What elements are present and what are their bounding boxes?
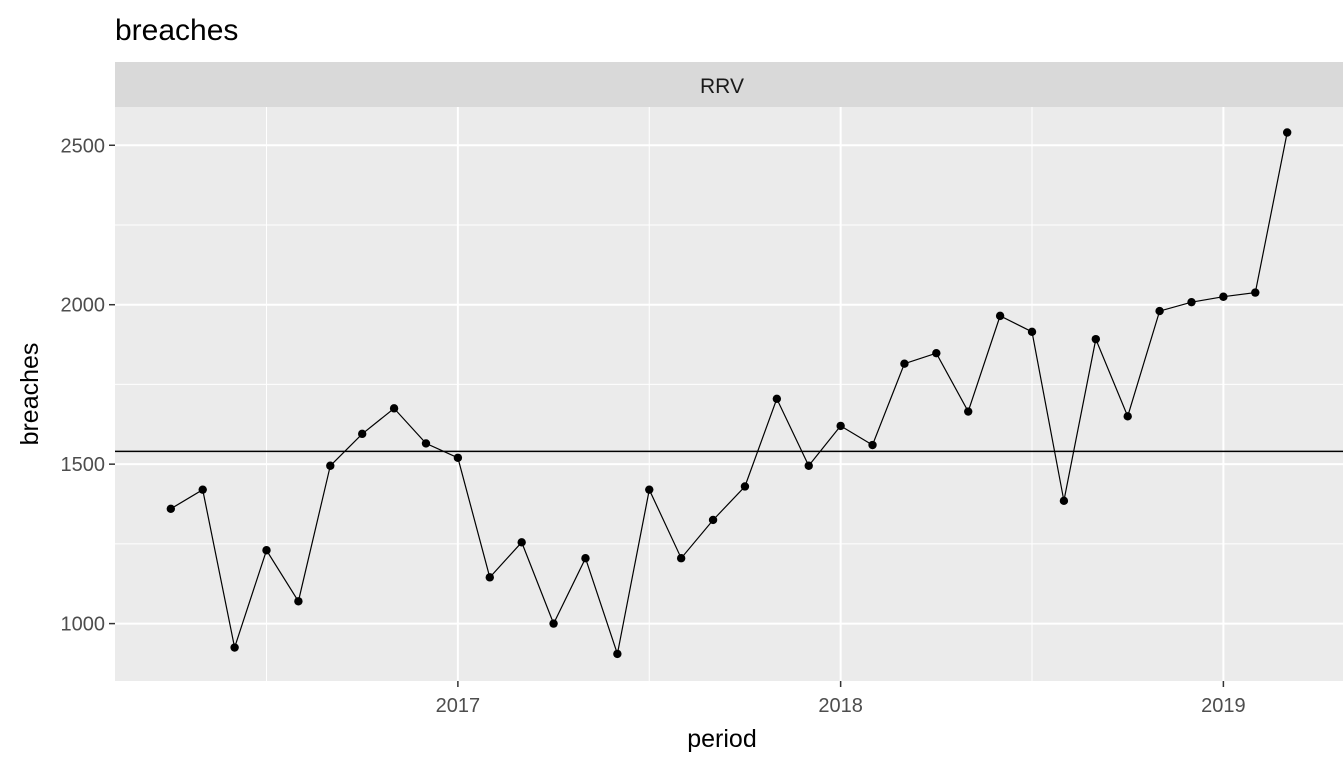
y-tick-label: 1000 [61,614,106,636]
data-point [262,546,271,555]
data-point [389,404,399,413]
x-tick-label: 2018 [818,695,863,717]
data-point [676,554,686,563]
data-point [1027,327,1037,337]
data-point [517,538,526,547]
data-point [326,461,335,470]
major-gridlines [115,107,1343,681]
data-point [1282,128,1292,137]
x-axis: 2017 2018 2019 [436,681,1246,717]
data-point [1123,412,1132,421]
series-layer [170,132,1288,657]
data-point [804,461,813,470]
x-tick-label: 2019 [1201,695,1246,717]
data-point [1155,306,1164,316]
data-point [932,348,941,358]
data-point [740,482,750,491]
data-point [1059,496,1069,506]
data-point [868,440,877,450]
data-point [645,485,654,494]
data-point [1091,334,1101,344]
data-point [900,359,909,368]
y-axis-title: breaches [16,343,44,446]
points-layer [166,128,1292,659]
x-axis-title: period [687,725,757,753]
data-point [453,453,463,462]
x-tick-label: 2017 [436,695,481,717]
data-point [1219,292,1228,301]
data-point [613,649,622,659]
data-point [772,394,782,403]
y-tick-label: 2000 [61,295,106,317]
minor-gridlines [115,107,1343,681]
data-point [964,407,973,416]
y-tick-label: 1500 [61,454,106,476]
data-point [836,421,845,431]
data-point [421,439,431,448]
plot-panel [115,107,1343,681]
series-line [170,132,1288,657]
facet-label: RRV [700,75,744,98]
data-point [357,429,367,439]
data-point [581,554,590,563]
chart-title: breaches [115,14,238,47]
data-point [1187,297,1196,307]
data-point [708,515,718,525]
data-point [1251,288,1260,297]
y-axis: 1000 1500 2000 2500 [61,135,115,636]
data-point [485,573,494,582]
data-point [294,597,303,606]
data-point [995,311,1005,321]
data-point [549,619,558,628]
data-point [166,504,176,513]
facet-strip [115,62,1343,107]
data-point [230,643,239,652]
y-tick-label: 2500 [61,135,106,157]
data-point [198,485,207,494]
